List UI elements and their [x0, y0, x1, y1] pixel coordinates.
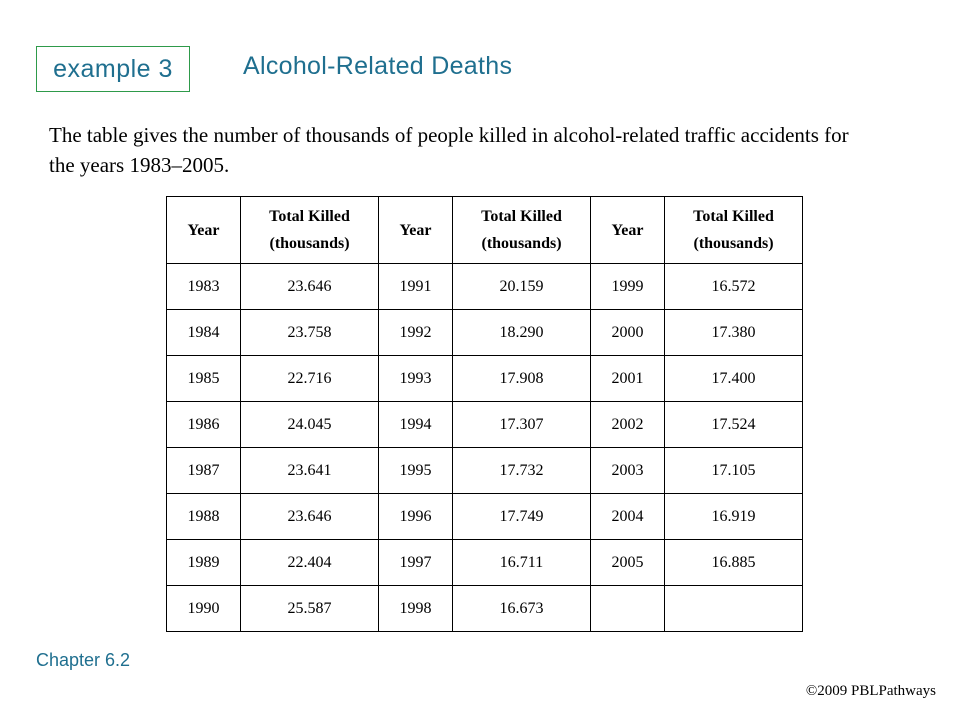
table-cell: 2004: [590, 493, 665, 540]
table-cell: 1991: [378, 263, 453, 310]
header-unit: (thousands): [481, 235, 562, 252]
table-cell: 1994: [378, 401, 453, 448]
table-cell: 20.159: [452, 263, 591, 310]
table-cell-empty: [590, 585, 665, 632]
table-cell: 1995: [378, 447, 453, 494]
table-cell: 23.758: [240, 309, 379, 356]
header-text: Total Killed: [481, 208, 562, 225]
table-cell: 16.572: [664, 263, 803, 310]
example-label-box: example 3: [36, 46, 190, 92]
header-total-killed-3: Total Killed (thousands): [664, 196, 803, 264]
example-label: example 3: [53, 54, 173, 83]
table-cell: 1997: [378, 539, 453, 586]
slide-title: Alcohol-Related Deaths: [243, 52, 513, 80]
header-text: Year: [611, 221, 644, 239]
table-cell: 24.045: [240, 401, 379, 448]
table-cell: 18.290: [452, 309, 591, 356]
header-total-killed-2: Total Killed (thousands): [452, 196, 591, 264]
table-cell: 1989: [166, 539, 241, 586]
table-cell: 17.105: [664, 447, 803, 494]
table-cell: 16.711: [452, 539, 591, 586]
table-cell: 1985: [166, 355, 241, 402]
table-cell: 16.673: [452, 585, 591, 632]
copyright-notice: ©2009 PBLPathways: [805, 683, 936, 699]
table-row: 1986 24.045 1994 17.307 2002 17.524: [166, 401, 803, 448]
header-year-2: Year: [378, 196, 453, 264]
header-text: Year: [399, 221, 432, 239]
table-cell: 2002: [590, 401, 665, 448]
intro-paragraph: The table gives the number of thousands …: [49, 123, 849, 177]
header-text: Total Killed: [269, 208, 350, 225]
table-cell: 17.749: [452, 493, 591, 540]
table-cell: 17.400: [664, 355, 803, 402]
table-cell: 1993: [378, 355, 453, 402]
table-cell-empty: [664, 585, 803, 632]
table-row: 1990 25.587 1998 16.673: [166, 585, 803, 632]
table-cell: 2001: [590, 355, 665, 402]
header-text: Year: [187, 221, 220, 239]
table-cell: 1998: [378, 585, 453, 632]
table-cell: 22.404: [240, 539, 379, 586]
table-row: 1984 23.758 1992 18.290 2000 17.380: [166, 309, 803, 356]
table-cell: 22.716: [240, 355, 379, 402]
table-cell: 1988: [166, 493, 241, 540]
table-cell: 1984: [166, 309, 241, 356]
header-year-3: Year: [590, 196, 665, 264]
table-cell: 17.380: [664, 309, 803, 356]
table-row: 1989 22.404 1997 16.711 2005 16.885: [166, 539, 803, 586]
chapter-label: Chapter 6.2: [36, 650, 131, 670]
table-cell: 1987: [166, 447, 241, 494]
table-cell: 23.646: [240, 263, 379, 310]
table-cell: 2000: [590, 309, 665, 356]
deaths-table: Year Total Killed (thousands) Year Total…: [166, 196, 803, 632]
table-cell: 2003: [590, 447, 665, 494]
table-cell: 1986: [166, 401, 241, 448]
table-cell: 1983: [166, 263, 241, 310]
table-row: 1983 23.646 1991 20.159 1999 16.572: [166, 263, 803, 310]
table-cell: 16.919: [664, 493, 803, 540]
table-cell: 17.908: [452, 355, 591, 402]
table-cell: 16.885: [664, 539, 803, 586]
table-cell: 17.524: [664, 401, 803, 448]
header-unit: (thousands): [269, 235, 350, 252]
table-row: 1988 23.646 1996 17.749 2004 16.919: [166, 493, 803, 540]
header-unit: (thousands): [693, 235, 774, 252]
table-cell: 1990: [166, 585, 241, 632]
table-cell: 17.307: [452, 401, 591, 448]
table-cell: 1992: [378, 309, 453, 356]
header-total-killed-1: Total Killed (thousands): [240, 196, 379, 264]
table-row: 1985 22.716 1993 17.908 2001 17.400: [166, 355, 803, 402]
header-text: Total Killed: [693, 208, 774, 225]
header-year-1: Year: [166, 196, 241, 264]
table-cell: 17.732: [452, 447, 591, 494]
table-header-row: Year Total Killed (thousands) Year Total…: [166, 196, 803, 264]
table-cell: 1996: [378, 493, 453, 540]
table-cell: 1999: [590, 263, 665, 310]
table-cell: 23.646: [240, 493, 379, 540]
table-cell: 2005: [590, 539, 665, 586]
table-cell: 23.641: [240, 447, 379, 494]
table-cell: 25.587: [240, 585, 379, 632]
table-row: 1987 23.641 1995 17.732 2003 17.105: [166, 447, 803, 494]
